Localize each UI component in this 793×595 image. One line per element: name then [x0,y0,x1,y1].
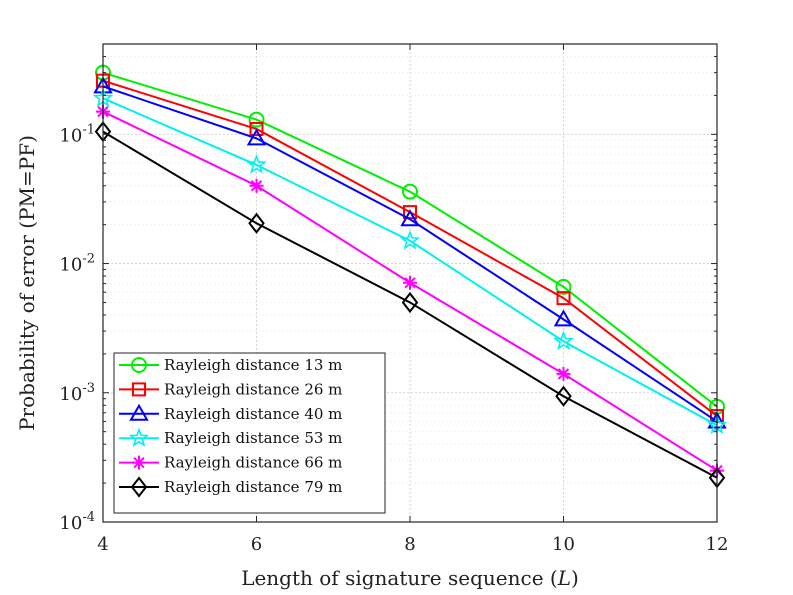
legend-label: Rayleigh distance 66 m [164,454,342,472]
series-line [102,97,718,427]
data-point [249,121,264,136]
legend-item: Rayleigh distance 79 m [119,476,342,498]
legend: Rayleigh distance 13 m Rayleigh distance … [113,352,386,514]
x-tick-label: 10 [552,534,575,555]
y-tick-label: 10-3 [59,381,95,405]
y-tick-label: 10-2 [59,252,95,276]
data-point [248,111,265,128]
ticks: 4 6 8 10 12 10-1 10-2 10-3 10-4 [59,43,729,555]
data-point [555,385,572,407]
y-axis-label: Probability of error (PM=PF) [15,135,39,431]
x-tick-label: 4 [97,534,108,555]
data-point [248,212,265,234]
y-tick-label: 10-1 [59,122,95,146]
legend-label: Rayleigh distance 40 m [164,405,342,423]
legend-label: Rayleigh distance 53 m [164,429,342,447]
x-tick-label: 12 [706,534,729,555]
circle-marker [131,357,147,373]
legend-item: Rayleigh distance 13 m [119,356,342,374]
data-point [249,178,264,193]
series-line [102,85,718,423]
data-point [403,275,417,290]
data-point [556,291,571,306]
diamond-marker [130,476,148,498]
x-axis-label: Length of signature sequence (L) [241,566,579,590]
square-marker [132,382,146,397]
series-line [102,130,718,479]
data-point [402,183,418,200]
x-tick-label: 8 [404,534,415,555]
star-marker [128,427,150,447]
data-point [556,366,571,381]
legend-item: Rayleigh distance 40 m [119,403,342,423]
data-point [246,128,267,146]
data-point [246,154,267,174]
legend-box [113,352,386,514]
legend-label: Rayleigh distance 26 m [164,380,342,398]
data-point [553,309,574,327]
y-tick-label: 10-4 [59,510,95,534]
legend-label: Rayleigh distance 79 m [164,478,342,496]
data-point [399,230,421,250]
data-point [555,278,572,295]
x-tick-label: 6 [251,534,262,555]
legend-item: Rayleigh distance 26 m [119,380,342,398]
data-point [401,291,419,314]
legend-label: Rayleigh distance 13 m [164,356,342,374]
data-point [400,209,420,227]
asterisk-marker [132,455,146,470]
legend-item: Rayleigh distance 53 m [119,427,342,447]
series-line [102,71,718,408]
legend-item: Rayleigh distance 66 m [119,454,342,472]
data-point [553,330,574,351]
data-point [403,205,417,220]
triangle-marker [129,403,149,421]
